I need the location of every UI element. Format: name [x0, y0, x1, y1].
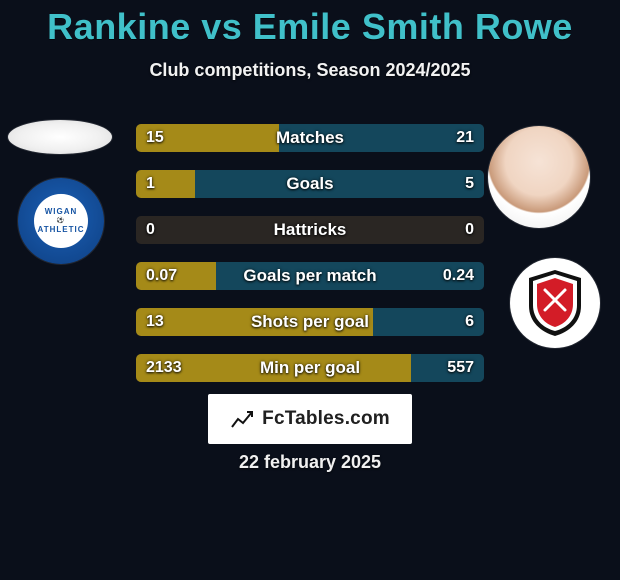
stat-bar-left: [136, 308, 373, 336]
player-right-avatar: [488, 126, 590, 228]
stat-bar-right: [279, 124, 484, 152]
stat-row: 136Shots per goal: [136, 308, 484, 336]
club-left-crest-icon: ⚽: [57, 218, 65, 224]
stat-bar-right: [373, 308, 484, 336]
watermark: FcTables.com: [208, 394, 412, 444]
stat-row: 1521Matches: [136, 124, 484, 152]
fulham-crest-icon: [525, 268, 585, 338]
stat-row: 00Hattricks: [136, 216, 484, 244]
player-left-avatar: [8, 120, 112, 154]
comparison-widget: Rankine vs Emile Smith Rowe Club competi…: [0, 0, 620, 580]
stat-bar-right: [411, 354, 484, 382]
stat-rows: 1521Matches 15Goals 00Hattricks 0.070.24Goa…: [136, 124, 484, 400]
stat-row: 2133557Min per goal: [136, 354, 484, 382]
stat-bar-right: [216, 262, 484, 290]
watermark-text: FcTables.com: [262, 408, 390, 430]
stat-row: 15Goals: [136, 170, 484, 198]
page-subtitle: Club competitions, Season 2024/2025: [0, 60, 620, 81]
stat-bar-left: [136, 262, 216, 290]
stat-bar-left: [136, 124, 279, 152]
club-left-badge: WIGAN ⚽ ATHLETIC: [18, 178, 104, 264]
club-left-name-top: WIGAN: [45, 208, 78, 216]
stat-bar-right: [195, 170, 484, 198]
club-right-badge: [510, 258, 600, 348]
stat-row: 0.070.24Goals per match: [136, 262, 484, 290]
stat-bar-left: [136, 354, 411, 382]
stat-bar-left: [136, 170, 195, 198]
page-title: Rankine vs Emile Smith Rowe: [0, 6, 620, 48]
date-label: 22 february 2025: [0, 452, 620, 473]
club-left-name-bottom: ATHLETIC: [38, 226, 85, 234]
fctables-logo-icon: [230, 407, 254, 431]
